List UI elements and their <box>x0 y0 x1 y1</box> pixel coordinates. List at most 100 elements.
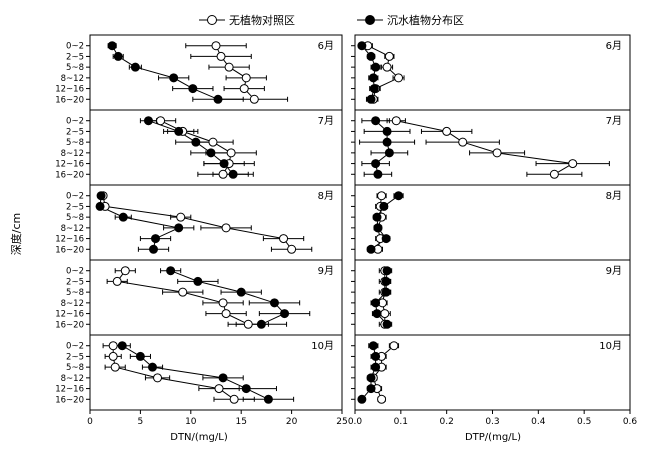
dtn-point-plant-2-0 <box>96 191 106 201</box>
dtp-point-plant-3-4 <box>372 309 382 319</box>
dtn-point-plant-4-3 <box>218 373 228 383</box>
dtn-point-control-0-0 <box>211 41 221 51</box>
y-axis-label: 深度/cm <box>9 213 23 255</box>
dtn-point-control-0-5 <box>249 94 259 104</box>
dtn-point-plant-4-2 <box>147 362 157 372</box>
dtn-point-control-0-4 <box>239 84 249 94</box>
dtp-point-plant-3-2 <box>381 287 391 297</box>
dtn-point-control-3-3 <box>218 298 228 308</box>
depth-tick-label-1-4: 12~16 <box>55 160 84 170</box>
dtn-point-plant-0-2 <box>130 62 140 72</box>
dtn-x-axis-label: DTN/(mg/L) <box>170 432 228 443</box>
dtp-point-control-0-2 <box>382 62 392 72</box>
dtn-point-control-0-1 <box>216 51 226 61</box>
dtn-line-plant-1 <box>148 120 234 175</box>
dtn-point-plant-4-0 <box>117 341 127 351</box>
depth-tick-label-0-1: 2~5 <box>66 52 84 62</box>
depth-tick-label-2-5: 16~20 <box>55 245 84 255</box>
dtn-point-plant-3-3 <box>269 298 279 308</box>
legend-label-plant: 沉水植物分布区 <box>387 13 464 27</box>
dtn-line-plant-0 <box>111 45 219 100</box>
dtn-point-control-2-5 <box>287 244 297 254</box>
depth-tick-label-0-3: 8~12 <box>61 74 84 84</box>
dtp-point-plant-0-1 <box>366 51 376 61</box>
dtp-point-plant-3-1 <box>381 276 391 286</box>
dtn-x-tick-label-2: 10 <box>185 417 197 427</box>
dtn-point-control-1-0 <box>156 116 166 126</box>
dtp-point-plant-2-0 <box>394 191 404 201</box>
dtp-x-tick-label-0: 0.0 <box>348 417 363 427</box>
dtp-x-tick-label-6: 0.6 <box>623 417 638 427</box>
dtp-point-plant-1-4 <box>371 159 381 169</box>
dtp-point-plant-1-5 <box>373 169 383 179</box>
dtn-point-control-4-5 <box>229 394 239 404</box>
dtp-point-plant-0-0 <box>357 41 367 51</box>
dtn-point-control-3-5 <box>243 319 253 329</box>
dtn-point-control-4-1 <box>108 351 118 361</box>
depth-tick-label-2-3: 8~12 <box>61 224 84 234</box>
dtn-point-control-3-1 <box>112 276 122 286</box>
depth-tick-label-3-4: 12~16 <box>55 310 84 320</box>
depth-tick-label-4-3: 8~12 <box>61 374 84 384</box>
dtn-x-tick-label-4: 20 <box>286 417 298 427</box>
depth-tick-label-4-2: 5~8 <box>66 363 84 373</box>
dtp-point-control-1-4 <box>568 159 578 169</box>
dtp-frame <box>354 34 631 411</box>
depth-tick-label-0-2: 5~8 <box>66 63 84 73</box>
dtn-point-plant-0-1 <box>113 51 123 61</box>
dtp-x-tick-label-1: 0.1 <box>394 417 408 427</box>
depth-tick-label-0-0: 0~2 <box>66 42 84 52</box>
dtn-point-control-4-0 <box>108 341 118 351</box>
dtn-point-plant-0-5 <box>213 94 223 104</box>
dtn-month-label-4: 10月 <box>311 340 334 352</box>
dtn-month-label-1: 7月 <box>318 115 334 127</box>
depth-tick-label-2-0: 0~2 <box>66 192 84 202</box>
dtn-month-label-2: 8月 <box>318 190 334 202</box>
dtn-point-control-3-0 <box>120 266 130 276</box>
dtp-point-control-1-1 <box>442 126 452 136</box>
dtp-point-control-0-1 <box>384 51 394 61</box>
depth-tick-label-2-4: 12~16 <box>55 235 84 245</box>
dtp-line-control-1 <box>396 120 575 175</box>
legend: 无植物对照区 沉水植物分布区 <box>199 13 464 27</box>
dtn-month-label-0: 6月 <box>318 40 334 52</box>
depth-tick-label-3-2: 5~8 <box>66 288 84 298</box>
dtn-x-tick-label-1: 5 <box>138 417 144 427</box>
dtn-point-control-2-2 <box>176 212 186 222</box>
dtn-point-plant-1-0 <box>143 116 153 126</box>
dtn-point-control-1-5 <box>218 169 228 179</box>
dtn-point-plant-0-3 <box>169 73 179 83</box>
dtn-point-control-3-2 <box>178 287 188 297</box>
dtp-panel: 0.0 0.1 0.2 0.3 0.4 0.5 0.6 6月 7月 8月 9月 10月 <box>348 34 638 427</box>
dtp-point-plant-1-1 <box>382 126 392 136</box>
dtp-point-control-1-3 <box>492 148 502 158</box>
dtp-point-plant-2-2 <box>372 212 382 222</box>
dtp-point-plant-1-0 <box>371 116 381 126</box>
dtp-point-plant-4-1 <box>371 351 381 361</box>
depth-tick-label-3-1: 2~5 <box>66 277 84 287</box>
dtn-line-control-2 <box>102 195 292 250</box>
depth-tick-label-4-5: 16~20 <box>55 395 84 405</box>
dtp-point-plant-2-1 <box>379 201 389 211</box>
dtn-point-plant-1-2 <box>191 137 201 147</box>
dtn-point-control-2-3 <box>221 223 231 233</box>
dtn-x-tick-label-5: 25 <box>336 417 347 427</box>
dtp-point-plant-0-5 <box>366 94 376 104</box>
depth-tick-label-2-1: 2~5 <box>66 202 84 212</box>
dtn-x-tick-label-0: 0 <box>87 417 93 427</box>
depth-tick-label-0-5: 16~20 <box>55 95 84 105</box>
dtp-point-plant-2-4 <box>381 234 391 244</box>
dtn-point-control-0-2 <box>224 62 234 72</box>
dtn-point-plant-3-4 <box>280 309 290 319</box>
dtp-point-plant-0-4 <box>369 84 379 94</box>
dtn-point-plant-1-3 <box>206 148 216 158</box>
depth-tick-label-2-2: 5~8 <box>66 213 84 223</box>
dtp-month-label-3: 9月 <box>606 265 622 277</box>
dtp-x-tick-label-5: 0.5 <box>577 417 591 427</box>
dtp-point-plant-2-5 <box>366 244 376 254</box>
dtn-point-control-1-3 <box>226 148 236 158</box>
dtp-point-control-0-3 <box>394 73 404 83</box>
dtp-point-plant-4-3 <box>366 373 376 383</box>
legend-marker-control <box>207 15 217 25</box>
